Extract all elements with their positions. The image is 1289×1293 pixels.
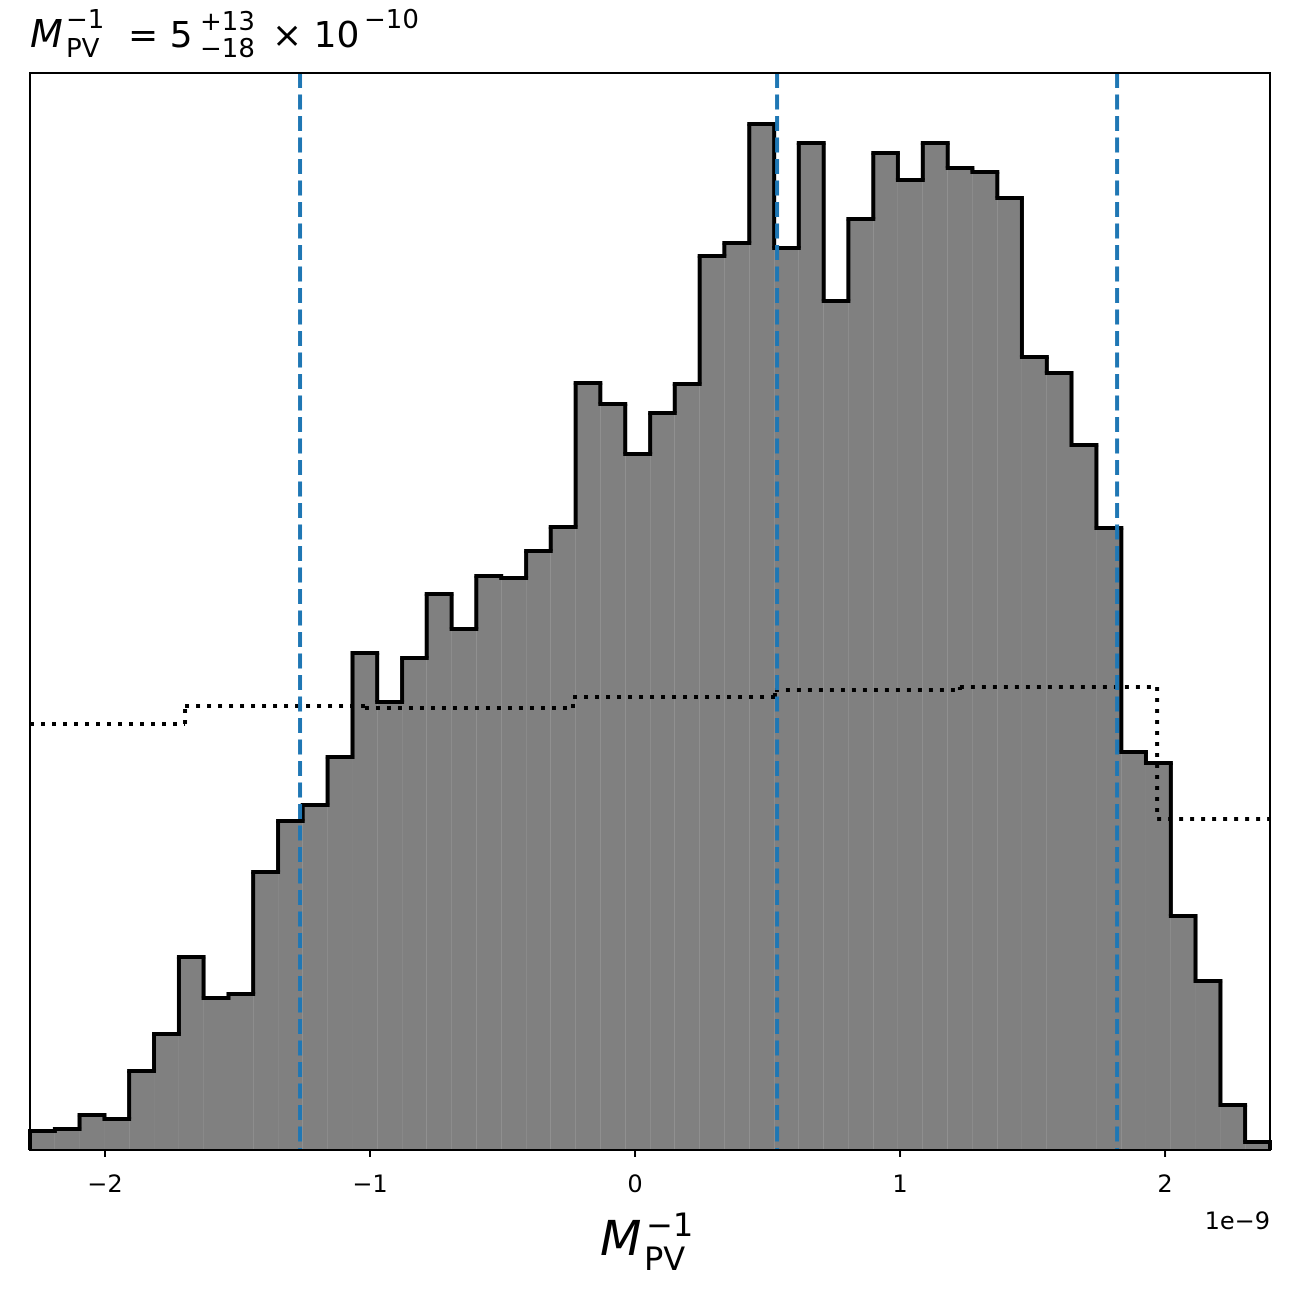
title-superscript: −1 [66,5,104,35]
bar [1046,373,1072,1150]
bar [228,994,254,1150]
bar [526,551,551,1150]
bar [749,124,775,1150]
title-upper: +13 [200,7,255,37]
bar [798,143,824,1150]
bar [476,576,502,1150]
bar [501,578,527,1150]
bar [426,594,452,1150]
bar [203,998,229,1150]
bar [1071,445,1097,1150]
bar [79,1115,105,1150]
bar [947,168,973,1150]
bar [1245,1142,1270,1150]
bar [1021,357,1047,1150]
title-text: = 5 [128,15,193,56]
bar [154,1034,179,1150]
bar [30,1131,55,1150]
plot-frame [29,72,1271,1151]
bar [897,180,923,1150]
bar [104,1119,130,1150]
bar [873,153,898,1150]
x-tick-label: 2 [1157,1170,1172,1198]
bar [327,757,353,1150]
x-label-subscript: PV [644,1240,685,1278]
bar [997,198,1022,1150]
title-subscript: PV [66,34,100,64]
bar [1195,981,1221,1150]
bar [674,384,700,1150]
bar [1220,1105,1246,1150]
x-tick-label: −2 [87,1170,122,1198]
bar [302,805,328,1150]
bar [451,629,477,1150]
bar [550,527,576,1150]
bar [823,301,849,1150]
bar [972,172,998,1150]
bar [377,702,403,1150]
title-symbol: M [30,12,63,56]
bar [352,653,378,1150]
bar [1121,752,1146,1150]
x-label-symbol: M [600,1211,641,1267]
x-tick-label: −1 [352,1170,387,1198]
bar [922,143,948,1150]
bar [848,219,874,1150]
bar [129,1071,155,1150]
bar [1170,916,1196,1150]
x-tick-label: 1 [892,1170,907,1198]
bar [178,957,204,1150]
bar [575,383,601,1150]
bar [600,404,626,1150]
bar [402,658,427,1150]
title-tail: × 10 [272,15,359,56]
title-lower: −18 [200,34,255,64]
x-offset-label: 1e−9 [1205,1207,1270,1235]
bar [253,872,279,1150]
bar [54,1129,80,1150]
bar [1145,763,1171,1150]
x-label-superscript: −1 [646,1206,693,1244]
bar [625,454,651,1150]
x-tick-label: 0 [627,1170,642,1198]
bar [650,413,675,1150]
bar [699,256,725,1150]
title-exponent: −10 [364,5,419,35]
